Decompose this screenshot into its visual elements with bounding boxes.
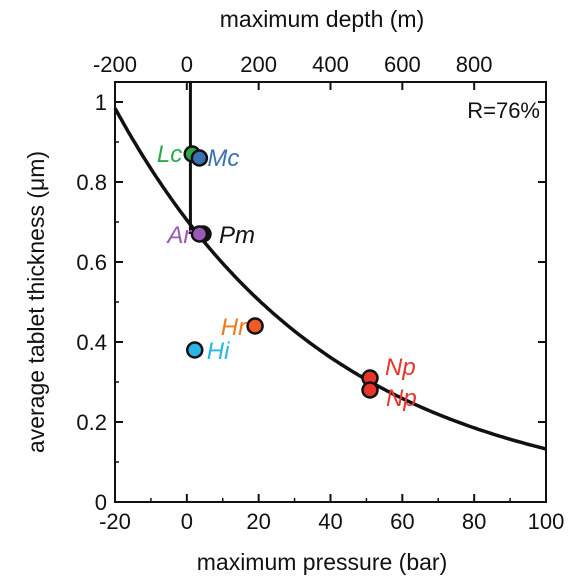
fit-curve	[113, 107, 547, 451]
y-tick-label: 0	[95, 490, 107, 515]
x-tick-label: 60	[390, 509, 414, 534]
point-label: Np	[385, 354, 416, 381]
x-axis-title: maximum pressure (bar)	[197, 549, 448, 575]
y-tick-label: 1	[95, 90, 107, 115]
data-point	[361, 381, 379, 399]
y-axis-title: average tablet thickness (μm)	[23, 151, 49, 453]
x-axis: -20 0 20 40 60 80 100	[99, 494, 564, 534]
top-tick-label: 800	[456, 52, 493, 77]
point-label: Pm	[219, 222, 255, 249]
point-label: Lc	[157, 141, 182, 168]
r-annotation: R=76%	[467, 98, 540, 123]
top-tick-label: 400	[312, 52, 349, 77]
point-label: Mc	[207, 145, 239, 172]
data-point	[190, 225, 209, 243]
top-tick-label: -200	[93, 52, 137, 77]
x-tick-label: 100	[528, 509, 565, 534]
y-tick-label: 0.8	[76, 170, 107, 195]
x-tick-label: 20	[246, 509, 270, 534]
point-label: Hr	[221, 314, 247, 341]
top-axis: -200 0 200 400 600 800	[93, 52, 493, 90]
x-tick-label: 0	[181, 509, 193, 534]
top-tick-label: 600	[384, 52, 421, 77]
point-label: Ar	[165, 222, 192, 249]
top-tick-label: 200	[240, 52, 277, 77]
data-point	[190, 149, 209, 167]
data-point	[185, 341, 204, 359]
point-label: Hi	[207, 338, 230, 365]
y-axis: 0 0.2 0.4 0.6 0.8 1	[76, 90, 546, 515]
x-tick-label: 40	[318, 509, 342, 534]
top-axis-title: maximum depth (m)	[220, 6, 424, 32]
x-tick-label: 80	[462, 509, 486, 534]
point-label: Np	[386, 385, 417, 412]
x-tick-label: -20	[99, 509, 131, 534]
y-tick-label: 0.6	[76, 250, 107, 275]
top-tick-label: 0	[181, 52, 193, 77]
data-point	[246, 317, 264, 335]
y-tick-label: 0.4	[76, 330, 107, 355]
y-tick-label: 0.2	[76, 410, 107, 435]
